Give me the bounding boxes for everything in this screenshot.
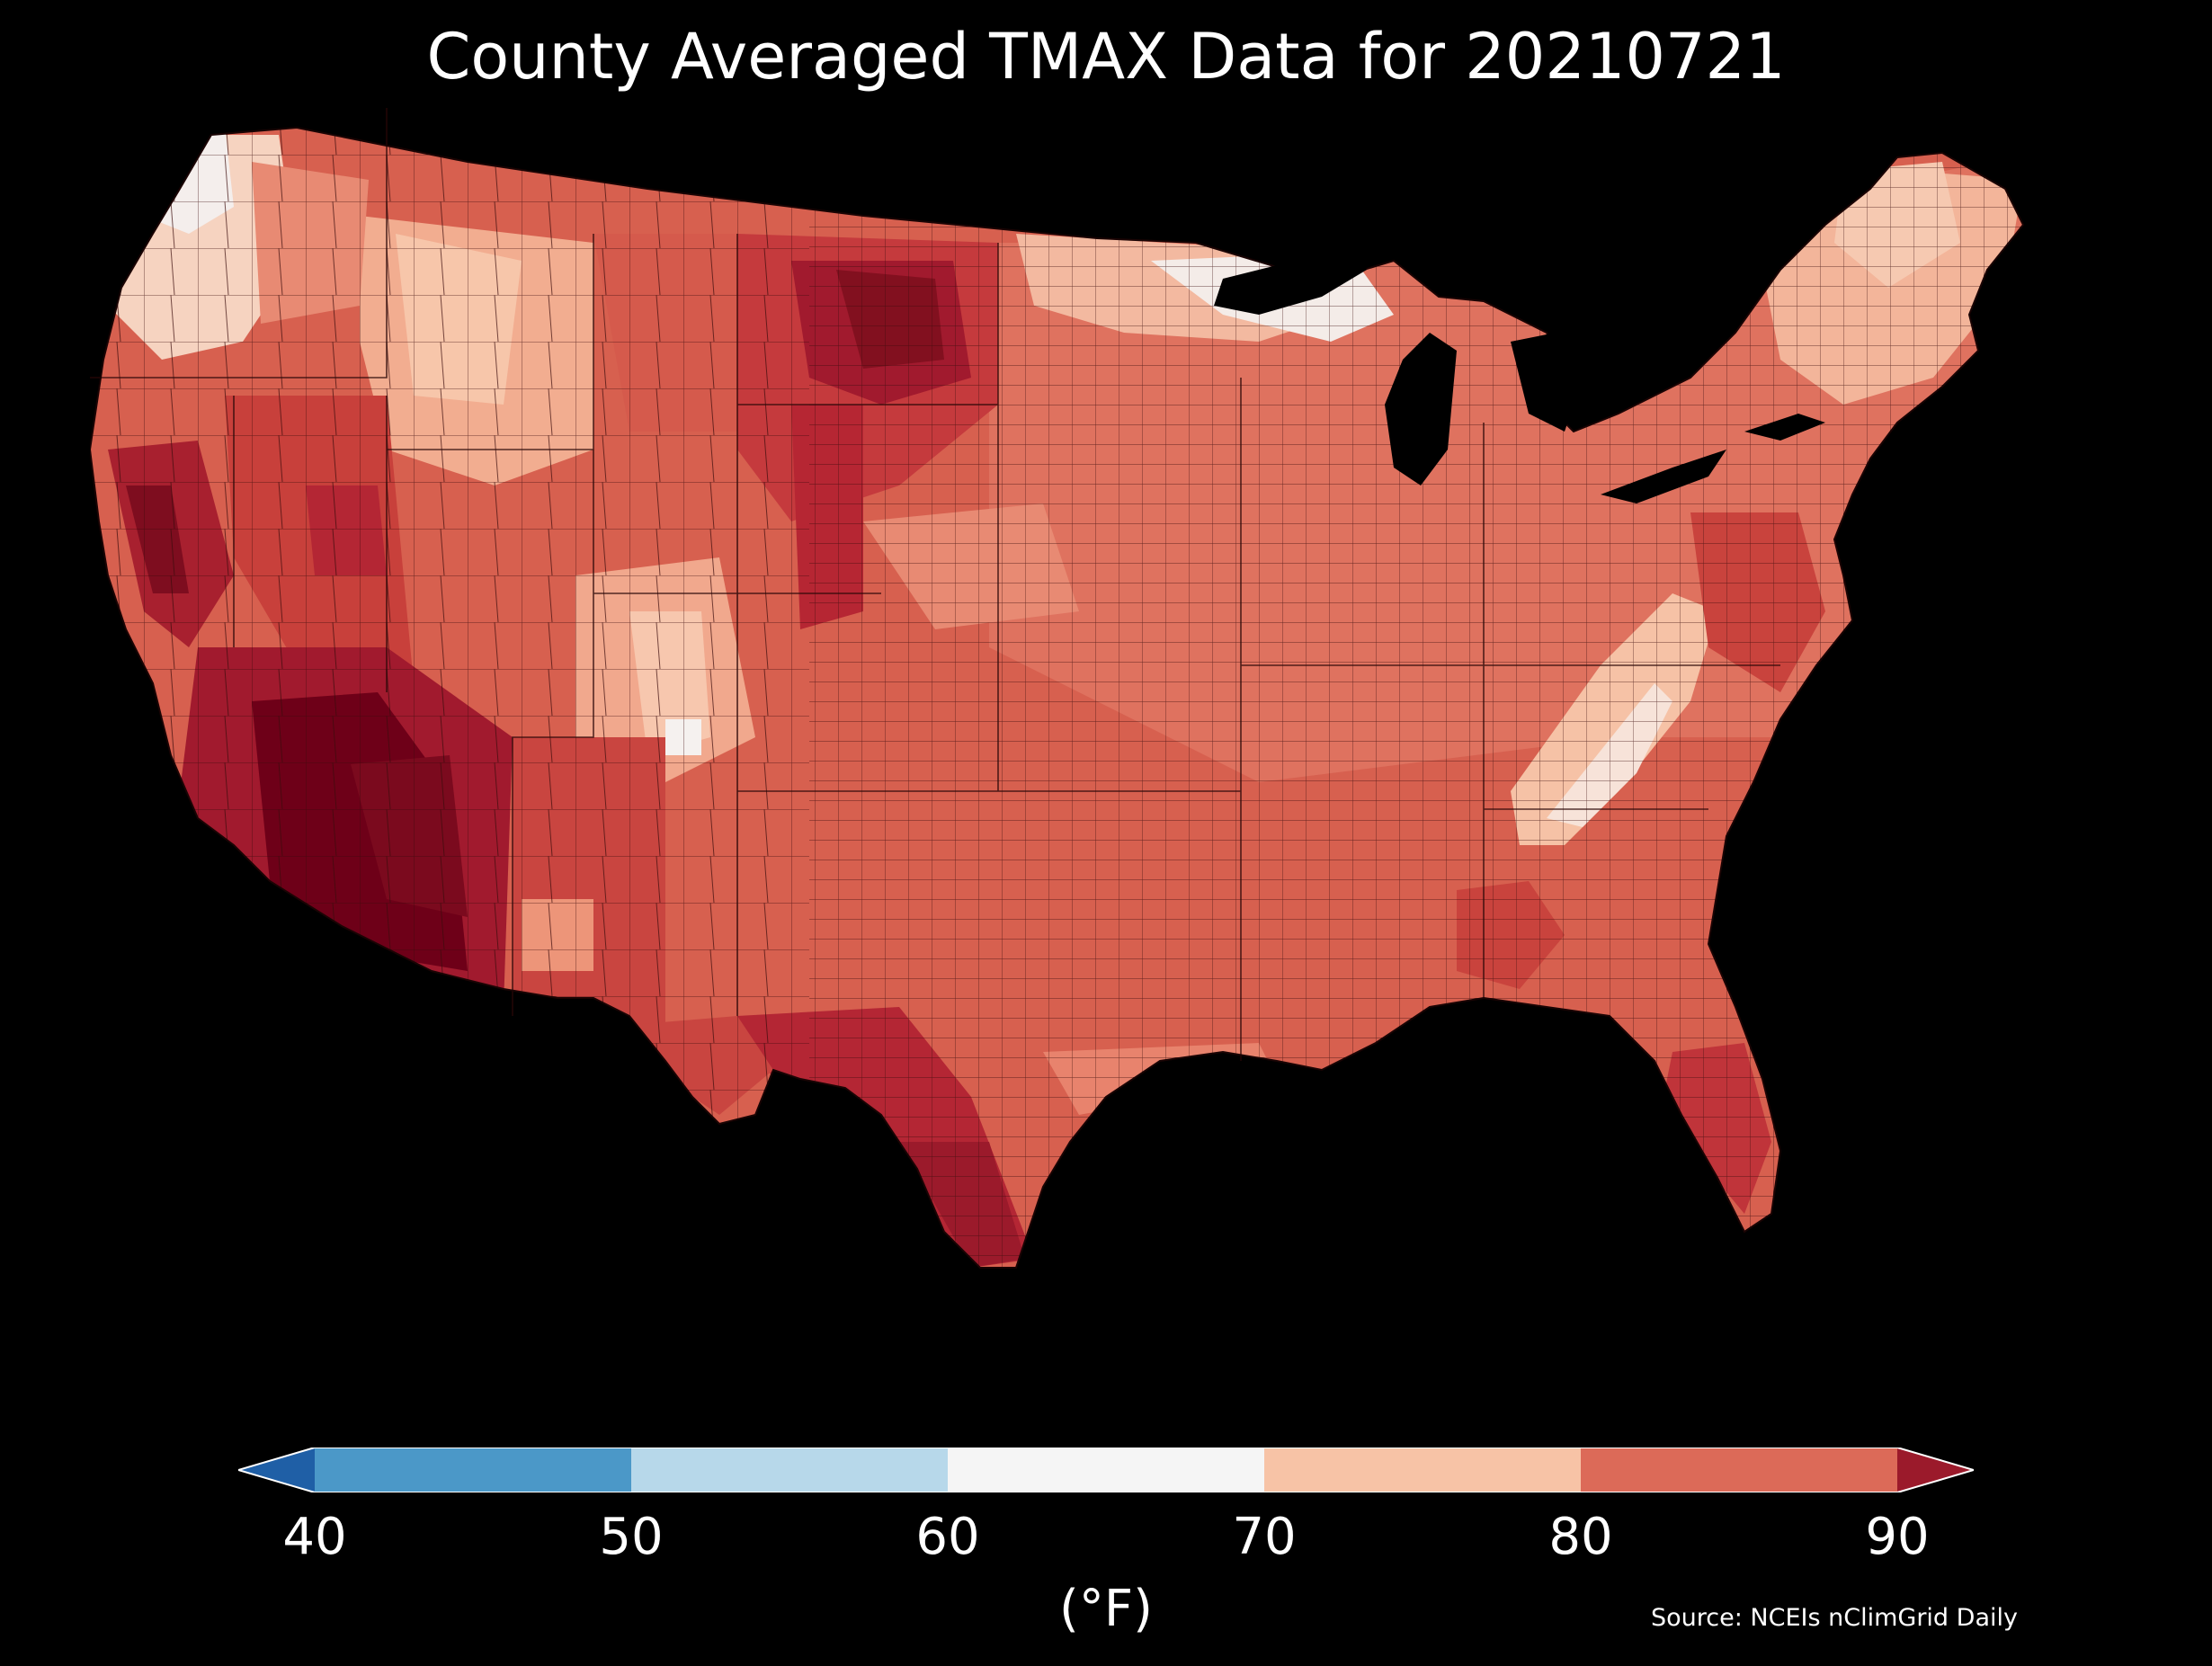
county-fill-layer	[90, 128, 2023, 1268]
colorbar-bin	[631, 1448, 949, 1492]
colorbar	[238, 1448, 1974, 1492]
colorbar-unit-label: (°F)	[1059, 1580, 1153, 1638]
colorbar-svg	[238, 1448, 1974, 1492]
colorbar-bin	[1264, 1448, 1582, 1492]
colorbar-under-arrow	[238, 1448, 315, 1492]
colorbar-tick-label: 70	[1232, 1508, 1297, 1566]
map-svg	[90, 108, 2025, 1269]
source-credit: Source: NCEIs nClimGrid Daily	[1651, 1604, 2018, 1632]
colorbar-over-arrow	[1897, 1448, 1974, 1492]
colorbar-bin	[315, 1448, 632, 1492]
colorbar-tick-label: 60	[915, 1508, 980, 1566]
map-title: County Averaged TMAX Data for 20210721	[426, 20, 1786, 94]
us-county-map	[90, 108, 2122, 1403]
colorbar-tick-label: 90	[1865, 1508, 1930, 1566]
colorbar-bin	[1581, 1448, 1898, 1492]
colorbar-tick-label: 40	[282, 1508, 347, 1566]
colorbar-bin	[948, 1448, 1265, 1492]
state-borders	[90, 108, 1780, 1061]
great-lakes	[1214, 252, 1825, 503]
colorbar-tick-label: 80	[1548, 1508, 1613, 1566]
colorbar-tick-label: 50	[599, 1508, 664, 1566]
